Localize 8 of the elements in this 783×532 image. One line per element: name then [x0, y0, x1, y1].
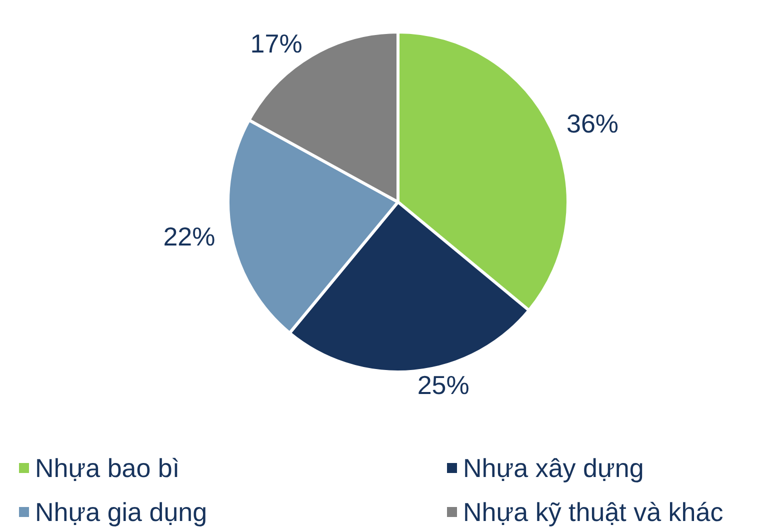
legend-label: Nhựa xây dựng	[463, 453, 644, 483]
data-label: 36%	[566, 108, 619, 139]
data-label: 25%	[417, 370, 470, 400]
legend-label: Nhựa kỹ thuật và khác	[463, 497, 724, 527]
legend-label: Nhựa bao bì	[35, 453, 180, 483]
data-label: 17%	[250, 28, 302, 59]
legend-label: Nhựa gia dụng	[35, 497, 208, 527]
data-label: 22%	[163, 221, 216, 252]
